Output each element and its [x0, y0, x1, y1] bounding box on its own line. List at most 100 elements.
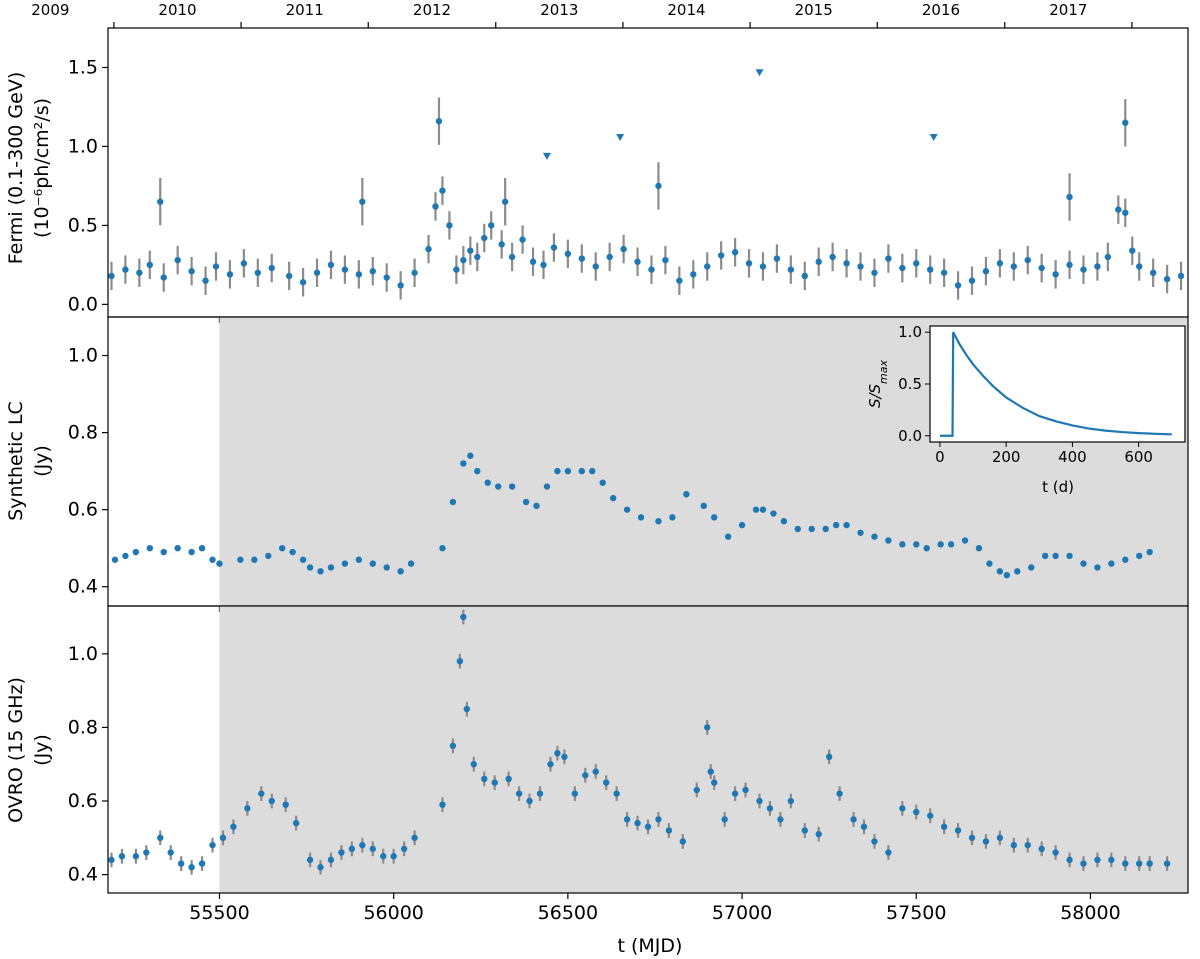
synthetic-ylabel-line2: (Jy): [31, 445, 53, 477]
ovro-point: [655, 816, 662, 823]
fermi-point: [474, 253, 481, 261]
ovro-point: [188, 864, 195, 871]
fermi-point: [1136, 263, 1143, 270]
synthetic-point: [484, 479, 491, 486]
synthetic-point: [843, 521, 850, 529]
top-year-label: 2009: [31, 1, 69, 19]
ovro-point: [885, 849, 892, 856]
synthetic-point: [299, 556, 307, 563]
fermi-ytick-label: 0.0: [68, 293, 98, 315]
ovro-point: [913, 808, 920, 816]
ovro-point: [850, 816, 857, 823]
fermi-point: [136, 269, 143, 276]
ovro-point: [505, 775, 512, 783]
top-year-label: 2013: [540, 1, 578, 19]
fermi-ylabel-line1: Fermi (0.1-300 GeV): [5, 72, 27, 265]
top-year-label: 2015: [795, 1, 833, 19]
fermi-point: [212, 263, 220, 270]
synthetic-point: [857, 529, 864, 536]
ovro-point: [756, 797, 763, 805]
ovro-point: [359, 841, 366, 849]
fermi-point: [690, 271, 697, 278]
ovro-point: [571, 790, 579, 797]
fermi-point: [383, 274, 390, 281]
ovro-point: [825, 753, 833, 761]
synthetic-point: [508, 483, 516, 490]
ovro-point: [547, 761, 554, 768]
synthetic-point: [700, 502, 707, 510]
ovro-point: [390, 853, 397, 860]
inset-xtick-label: 600: [1124, 448, 1153, 466]
fermi-point: [460, 256, 467, 264]
fermi-ylabel-line2: (10⁻⁶ph/cm²/s): [31, 98, 53, 238]
inset-xtick-label: 400: [1058, 448, 1087, 466]
fermi-ytick-label: 1.0: [68, 135, 98, 157]
synthetic-point: [1136, 552, 1143, 560]
fermi-point: [829, 253, 836, 261]
top-year-label: 2011: [286, 1, 324, 19]
synthetic-point: [683, 491, 690, 498]
fermi-point: [508, 253, 516, 261]
fermi-point: [815, 258, 822, 265]
fermi-point: [885, 255, 892, 262]
fermi-point: [1115, 206, 1122, 213]
ovro-point: [268, 797, 275, 805]
fermi-point: [1122, 119, 1129, 126]
ovro-point: [777, 816, 784, 823]
inset-ytick-label: 0.0: [898, 427, 922, 445]
fermi-point: [620, 245, 627, 253]
ovro-point: [707, 768, 714, 775]
fermi-point: [160, 274, 167, 281]
fermi-point: [359, 198, 366, 205]
fermi-point: [254, 269, 262, 276]
fermi-point: [501, 198, 509, 205]
ovro-point: [177, 860, 185, 867]
fermi-point: [435, 117, 443, 125]
synthetic-point: [383, 564, 390, 571]
fermi-point: [871, 269, 878, 276]
ovro-xtick-label: 56000: [363, 902, 423, 924]
fermi-point: [108, 272, 115, 280]
synthetic-point: [564, 467, 572, 475]
synthetic-point: [1041, 552, 1049, 560]
fermi-point: [529, 258, 537, 265]
ovro-point: [582, 772, 589, 779]
fermi-point: [564, 250, 572, 258]
inset-xlabel: t (d): [1042, 478, 1074, 496]
ovro-point: [143, 849, 150, 856]
ovro-point: [836, 790, 843, 797]
fermi-point: [606, 253, 613, 261]
ovro-point: [209, 841, 216, 849]
ovro-frame: [107, 605, 1189, 894]
fermi-ytick-label: 0.5: [68, 214, 98, 236]
ovro-point: [766, 805, 774, 812]
ovro-point: [602, 779, 610, 786]
top-year-label: 2014: [667, 1, 705, 19]
synthetic-point: [494, 483, 502, 490]
synthetic-point: [986, 560, 993, 567]
synthetic-point: [278, 545, 286, 552]
fermi-point: [704, 263, 711, 270]
ovro-ylabel-line1: OVRO (15 GHz): [5, 677, 27, 823]
ovro-point: [592, 768, 599, 775]
synthetic-point: [1003, 571, 1011, 579]
synthetic-ytick-label: 0.6: [68, 499, 98, 521]
ovro-point: [470, 761, 478, 768]
synthetic-ytick-label: 0.4: [68, 576, 98, 598]
fermi-ytick-label: 1.5: [68, 56, 98, 78]
ovro-point: [860, 823, 868, 830]
synthetic-point: [251, 556, 258, 563]
fermi-point: [157, 198, 164, 205]
ovro-point: [380, 853, 387, 860]
fermi-point: [240, 260, 248, 267]
fermi-point: [411, 269, 418, 276]
ovro-point: [982, 838, 990, 845]
fermi-point: [174, 256, 181, 264]
synthetic-point: [289, 548, 296, 556]
fermi-point: [146, 261, 154, 269]
ovro-point: [871, 838, 878, 845]
ovro-point: [644, 823, 652, 830]
ovro-point: [369, 845, 376, 853]
ovro-point: [996, 834, 1004, 842]
